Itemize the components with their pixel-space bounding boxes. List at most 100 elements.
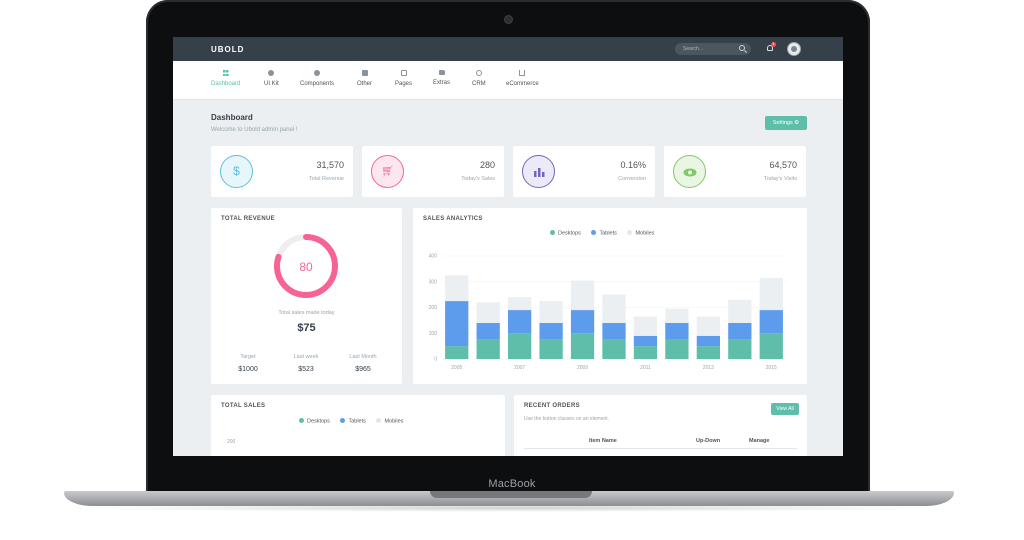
stat-card-revenue: $ 31,570 Total Revenue (211, 146, 353, 197)
search-icon[interactable] (739, 45, 745, 51)
menu-item-ecommerce[interactable]: eCommerce (506, 70, 539, 87)
revenue-target: Target $1000 (223, 354, 273, 373)
dollar-icon: $ (220, 155, 253, 188)
bell-icon (767, 45, 773, 51)
sales-analytics-card: SALES ANALYTICS Desktops Tablets Mobiles… (413, 208, 807, 384)
stat-card-visits: 64,570 Today's Visits (664, 146, 806, 197)
card-title: SALES ANALYTICS (423, 216, 483, 222)
chart-legend: Desktops Tablets Mobiles (550, 230, 663, 237)
bar-desktops-2006 (476, 339, 500, 359)
bar-mobiles-2006 (476, 302, 500, 323)
bar-mobiles-2012 (665, 308, 689, 323)
bar-mobiles-2015 (759, 277, 783, 311)
y-tick-label: 200 (227, 439, 236, 445)
bar-tablets-2005 (445, 301, 469, 347)
y-tick-label: 0 (434, 357, 437, 363)
bar-mobiles-2008 (539, 301, 563, 323)
card-title: TOTAL REVENUE (221, 216, 275, 222)
legend-label: Desktops (558, 230, 581, 237)
layers-icon (314, 70, 321, 76)
bar-desktops-2008 (539, 339, 563, 359)
menu-label: Other (357, 81, 373, 87)
menu-item-ui-kit[interactable]: UI Kit (264, 70, 279, 87)
bar-desktops-2009 (570, 333, 595, 359)
menu-label: CRM (472, 81, 486, 87)
settings-label: Settings (772, 120, 793, 126)
revenue-col-value: $1000 (238, 366, 258, 373)
menu-label: Components (300, 81, 335, 87)
user-icon (475, 70, 482, 76)
legend-swatch (340, 418, 346, 423)
laptop-base (64, 491, 954, 506)
revenue-amount: $75 (297, 322, 316, 334)
legend-label: Mobiles (384, 418, 404, 425)
camera (505, 16, 512, 23)
column-header-item-name[interactable]: Item Name (589, 438, 617, 444)
search-input[interactable] (683, 45, 738, 53)
stat-label: Total Revenue (308, 176, 344, 182)
menu-item-components[interactable]: Components (300, 70, 334, 87)
bar-desktops-2014 (728, 339, 752, 359)
stat-value: 31,570 (316, 160, 344, 170)
total-sales-card: TOTAL SALES Desktops Tablets Mobiles 200 (211, 395, 505, 456)
legend-swatch (591, 230, 597, 235)
bar-mobiles-2014 (728, 299, 752, 323)
bar-desktops-2013 (696, 346, 721, 359)
bar-mobiles-2011 (633, 316, 658, 336)
card-title: RECENT ORDERS (524, 403, 580, 409)
pages-icon (400, 70, 407, 76)
screen: UBOLD 1 Dashboard UI Kit Components Othe… (173, 37, 843, 456)
x-tick-label: 2009 (577, 365, 588, 371)
menu-label: eCommerce (506, 81, 539, 87)
laptop-shadow (64, 504, 954, 512)
bar-mobiles-2009 (570, 280, 595, 311)
column-header-up-down[interactable]: Up-Down (696, 438, 721, 444)
x-tick-label: 2013 (703, 365, 714, 371)
table-header-divider (524, 448, 797, 449)
notification-badge: 1 (771, 42, 776, 47)
menu-item-pages[interactable]: Pages (395, 70, 412, 87)
menu-item-other[interactable]: Other (357, 70, 372, 87)
cart-icon: 🛒︎ (371, 155, 404, 188)
bar-tablets-2013 (696, 335, 721, 347)
menu-item-crm[interactable]: CRM (472, 70, 486, 87)
bar-desktops-2007 (507, 333, 532, 359)
view-all-button[interactable]: View All (771, 403, 799, 415)
chart-legend: Desktops Tablets Mobiles (299, 418, 412, 425)
palette-icon (268, 70, 275, 76)
revenue-col-value: $523 (298, 366, 314, 373)
settings-button[interactable]: Settings ⚙ (765, 116, 807, 130)
legend-swatch (627, 230, 633, 235)
revenue-last-week: Last week $523 (281, 354, 331, 373)
menu-label: Pages (395, 81, 413, 87)
stat-value: 0.16% (620, 160, 646, 170)
stat-label: Conversion (618, 176, 646, 182)
logo[interactable]: UBOLD (211, 45, 245, 54)
bar-tablets-2014 (728, 322, 752, 340)
legend-item: Desktops (550, 230, 581, 237)
x-tick-label: 2011 (640, 365, 651, 371)
legend-label: Mobiles (635, 230, 655, 237)
search-box[interactable] (675, 43, 751, 55)
legend-item: Mobiles (627, 230, 654, 237)
bar-mobiles-2007 (507, 297, 532, 311)
bar-tablets-2006 (476, 322, 500, 340)
legend-label: Tablets (348, 418, 366, 425)
avatar[interactable] (787, 42, 801, 56)
y-tick-label: 100 (429, 331, 438, 337)
menu-item-dashboard[interactable]: Dashboard (211, 70, 240, 87)
gear-icon: ⚙ (794, 120, 800, 126)
revenue-col-label: Last week (293, 354, 319, 360)
eye-icon (673, 155, 706, 188)
stat-label: Today's Visits (763, 176, 797, 182)
menu-item-extras[interactable]: Extras (433, 70, 450, 86)
device-brand: MacBook (488, 478, 536, 490)
revenue-donut (274, 234, 338, 298)
bar-tablets-2008 (539, 322, 563, 340)
column-header-manage[interactable]: Manage (749, 438, 770, 444)
bar-desktops-2011 (633, 346, 658, 359)
bar-tablets-2015 (759, 310, 783, 334)
menu-label: Dashboard (211, 81, 241, 87)
x-tick-label: 2015 (766, 365, 777, 371)
notifications-button[interactable]: 1 (766, 42, 776, 53)
